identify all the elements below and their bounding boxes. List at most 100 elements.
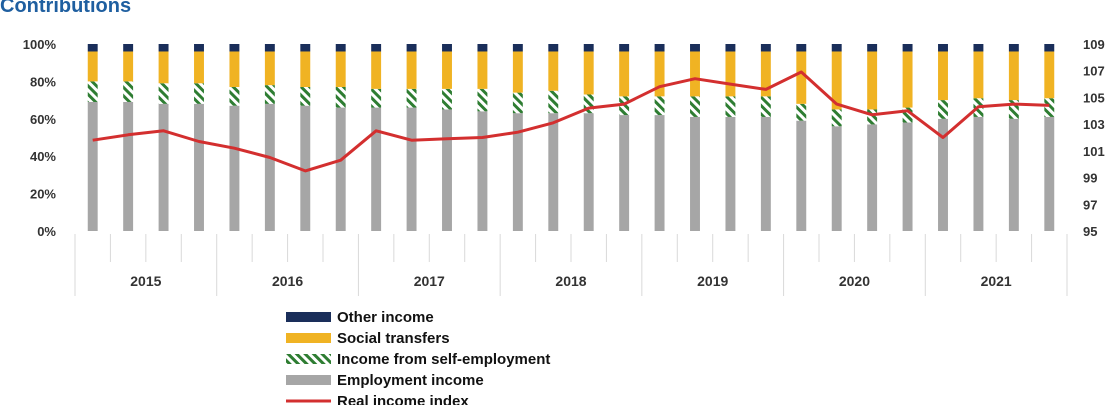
bar-segment-social-transfers <box>690 51 700 97</box>
bar-segment-income-from-self-employment <box>831 109 842 127</box>
bar-segment-income-from-self-employment <box>796 103 807 121</box>
legend-label: Income from self-employment <box>337 351 550 368</box>
bar-segment-income-from-self-employment <box>725 96 736 117</box>
bar-segment-employment-income <box>654 115 665 231</box>
bar-segment-social-transfers <box>760 51 771 97</box>
bar-segment-other-income <box>512 44 523 52</box>
legend-swatch <box>286 333 331 343</box>
bar-segment-employment-income <box>477 111 488 231</box>
bar-segment-employment-income <box>548 113 559 231</box>
bar-segment-income-from-self-employment <box>158 83 169 104</box>
right-tick-label: 99 <box>1083 171 1097 186</box>
bar-segment-other-income <box>300 44 311 52</box>
right-tick-label: 107 <box>1083 64 1105 79</box>
bar-segment-income-from-self-employment <box>477 88 488 112</box>
bar-segment-social-transfers <box>194 51 204 84</box>
bar-segment-employment-income <box>1008 118 1019 231</box>
bar-segment-social-transfers <box>902 51 913 108</box>
bar-segment-income-from-self-employment <box>902 107 913 123</box>
bar-segment-income-from-self-employment <box>194 83 204 104</box>
line-series-real-income-index <box>92 70 1050 173</box>
left-tick-label: 60% <box>30 112 56 127</box>
bar-segment-employment-income <box>1044 116 1055 231</box>
bar-segment-social-transfers <box>1044 51 1055 99</box>
bar-segment-employment-income <box>194 103 204 231</box>
bar-segment-social-transfers <box>512 51 523 93</box>
bar-segment-other-income <box>796 44 807 52</box>
bar-segment-other-income <box>1044 44 1055 52</box>
bar-segment-other-income <box>867 44 878 52</box>
bar-segment-other-income <box>973 44 984 52</box>
bar-segment-other-income <box>194 44 204 52</box>
bar-segment-income-from-self-employment <box>938 100 948 119</box>
legend-label: Social transfers <box>337 330 450 347</box>
year-label: 2021 <box>981 273 1012 289</box>
bar-segment-income-from-self-employment <box>371 88 382 108</box>
bar-segment-employment-income <box>690 116 700 231</box>
bar-segment-employment-income <box>619 115 630 231</box>
bar-segment-employment-income <box>973 116 984 231</box>
bar-segment-other-income <box>123 44 134 52</box>
bar-segment-other-income <box>725 44 736 52</box>
bar-segment-employment-income <box>902 122 913 231</box>
category-axis <box>74 234 1068 296</box>
legend-label: Other income <box>337 309 434 326</box>
bar-segment-employment-income <box>158 103 169 231</box>
bar-segment-employment-income <box>264 103 275 231</box>
bar-segment-income-from-self-employment <box>87 81 98 102</box>
bar-segment-social-transfers <box>477 51 488 89</box>
bar-segment-income-from-self-employment <box>690 96 700 117</box>
bar-segment-income-from-self-employment <box>229 87 240 106</box>
year-label: 2018 <box>555 273 586 289</box>
bar-segment-social-transfers <box>548 51 559 91</box>
bar-segment-other-income <box>158 44 169 52</box>
bar-segment-other-income <box>548 44 559 52</box>
bar-segment-employment-income <box>938 118 948 231</box>
real-income-line <box>92 70 1050 173</box>
bar-segment-other-income <box>690 44 700 52</box>
bar-segment-other-income <box>1008 44 1019 52</box>
year-label: 2020 <box>839 273 870 289</box>
right-tick-label: 97 <box>1083 197 1097 212</box>
year-label: 2019 <box>697 273 728 289</box>
bar-segment-social-transfers <box>938 51 948 101</box>
bar-segment-social-transfers <box>335 51 346 88</box>
bar-segment-employment-income <box>300 105 311 231</box>
bar-segment-income-from-self-employment <box>123 81 134 102</box>
bar-segment-income-from-self-employment <box>619 96 630 116</box>
bar-segment-income-from-self-employment <box>1008 100 1019 119</box>
bar-segment-social-transfers <box>371 51 382 89</box>
bar-segment-other-income <box>264 44 275 52</box>
bar-segment-employment-income <box>406 107 417 231</box>
bar-segment-social-transfers <box>725 51 736 97</box>
bar-segment-other-income <box>371 44 382 52</box>
bar-segment-social-transfers <box>619 51 630 97</box>
right-tick-label: 105 <box>1083 90 1105 105</box>
bar-segment-other-income <box>902 44 913 52</box>
bar-segment-other-income <box>477 44 488 52</box>
bar-segment-income-from-self-employment <box>760 96 771 117</box>
bar-segment-employment-income <box>760 116 771 231</box>
year-label: 2016 <box>272 273 303 289</box>
bar-segment-social-transfers <box>406 51 417 89</box>
bar-segment-other-income <box>654 44 665 52</box>
bar-segment-other-income <box>406 44 417 52</box>
left-tick-label: 40% <box>30 149 56 164</box>
bar-segment-other-income <box>335 44 346 52</box>
right-tick-label: 103 <box>1083 117 1105 132</box>
bar-segment-other-income <box>938 44 948 52</box>
bar-segment-employment-income <box>583 113 594 231</box>
bar-segment-income-from-self-employment <box>335 87 346 108</box>
bar-segment-income-from-self-employment <box>264 85 275 104</box>
bar-segment-other-income <box>583 44 594 52</box>
bar-segment-social-transfers <box>1008 51 1019 101</box>
bar-segment-other-income <box>760 44 771 52</box>
bar-segment-social-transfers <box>229 51 240 88</box>
bar-segment-social-transfers <box>796 51 807 104</box>
bar-segment-employment-income <box>371 107 382 231</box>
left-tick-label: 0% <box>37 224 56 239</box>
bar-segment-other-income <box>87 44 98 52</box>
bars-group <box>87 44 1055 231</box>
bar-segment-social-transfers <box>654 51 665 97</box>
bar-segment-income-from-self-employment <box>406 88 417 108</box>
